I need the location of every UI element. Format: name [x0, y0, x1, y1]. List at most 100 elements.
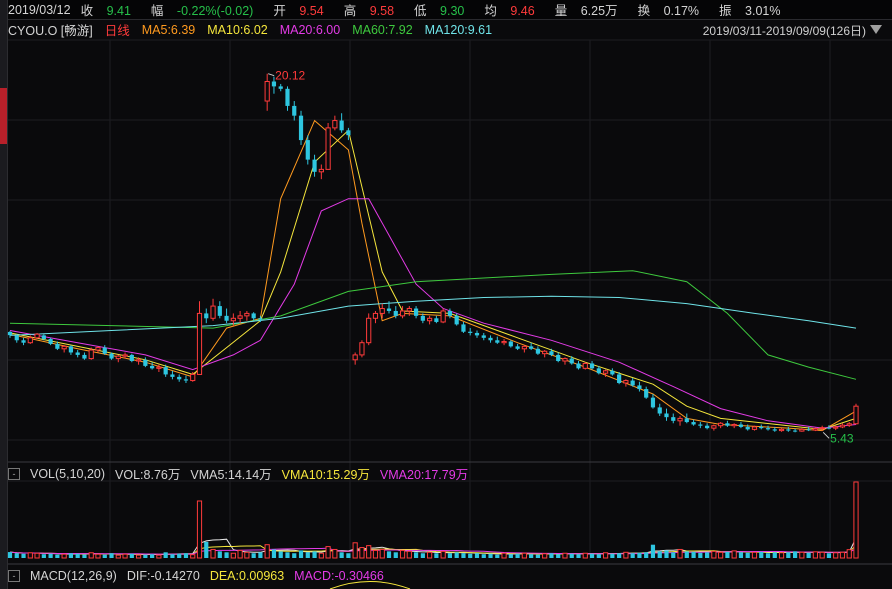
- volume-bar: [204, 541, 209, 558]
- candle-body: [339, 120, 344, 131]
- candle-body: [55, 343, 60, 349]
- candle: [312, 154, 317, 177]
- volume-bar: [190, 554, 196, 559]
- candle: [705, 423, 710, 430]
- close-label: 收: [80, 4, 94, 18]
- sidebar-active-tab[interactable]: [0, 88, 7, 144]
- candle-body: [346, 130, 351, 136]
- candle: [454, 313, 459, 326]
- candle-body: [427, 317, 433, 322]
- candle-body: [88, 349, 94, 360]
- amplitude-value: 3.01%: [745, 4, 781, 18]
- volume-bar: [711, 550, 717, 559]
- candle-body: [210, 305, 216, 319]
- volume-bar: [806, 552, 811, 558]
- candle: [542, 350, 548, 358]
- candle-body: [488, 337, 493, 341]
- volume-bar: [637, 552, 642, 558]
- candle: [27, 335, 33, 344]
- volume-bar: [644, 552, 649, 558]
- ma20-label: MA20:6.00: [279, 22, 341, 37]
- volume-bar: [21, 553, 26, 558]
- volume-bar: [359, 547, 365, 559]
- price-annotation: 20.12: [268, 69, 306, 83]
- candle: [589, 361, 595, 370]
- date-range-label: 2019/03/11-2019/09/09(126日): [702, 24, 866, 38]
- candle: [698, 422, 703, 429]
- volume-bar: [495, 554, 500, 558]
- candle-body: [251, 313, 256, 319]
- candle: [650, 393, 656, 409]
- turnover-value: 0.17%: [663, 4, 700, 18]
- grid-lines: [8, 39, 892, 565]
- volume-bar: [292, 553, 297, 558]
- candle: [393, 306, 398, 319]
- candle-body: [745, 426, 750, 430]
- candle: [258, 315, 263, 322]
- candle-body: [440, 310, 446, 323]
- range-dropdown-icon[interactable]: [870, 25, 882, 34]
- volume-bar: [671, 552, 676, 558]
- candle: [109, 352, 114, 360]
- volume-bar: [68, 553, 74, 558]
- candle-body: [413, 308, 419, 316]
- candle: [122, 352, 128, 359]
- candle-body: [27, 337, 33, 344]
- volume-bar: [14, 553, 19, 558]
- volume-bar: [427, 551, 433, 559]
- quote-turnover: 换 0.17%: [638, 0, 709, 19]
- candle-body: [535, 348, 541, 354]
- candle-body: [786, 429, 791, 431]
- volume-bar: [55, 554, 60, 558]
- volume-legend-bar: - VOL(5,10,20) VOL:8.76万 VMA5:14.14万 VMA…: [8, 464, 892, 483]
- volume-bar: [623, 551, 629, 559]
- amplitude-label: 振: [719, 4, 732, 18]
- volume-bar: [772, 552, 777, 558]
- left-sidebar[interactable]: [0, 0, 8, 589]
- candle-body: [244, 312, 250, 317]
- candle: [427, 315, 433, 325]
- volume-bar: [372, 549, 379, 559]
- candle: [495, 336, 500, 344]
- candle-body: [778, 428, 785, 432]
- volume-bar: [258, 552, 263, 558]
- volume-bar: [135, 554, 142, 559]
- volume-bar: [474, 553, 480, 558]
- candle: [379, 303, 385, 319]
- quote-bar: 2019/03/12 收 9.41 幅 -0.22%(-0.02) 开 9.54…: [8, 0, 892, 20]
- candle-body: [731, 423, 737, 427]
- candle: [170, 370, 175, 380]
- candle-body: [596, 368, 601, 374]
- candle: [366, 313, 372, 346]
- candle-body: [765, 428, 771, 430]
- candle: [617, 372, 622, 385]
- candle: [115, 354, 121, 363]
- candle-body: [515, 346, 520, 349]
- candle: [602, 369, 609, 377]
- candle: [488, 335, 493, 343]
- collapse-volume-icon[interactable]: -: [8, 467, 20, 480]
- candle-body: [285, 88, 290, 106]
- candle: [468, 328, 473, 336]
- candle-body: [617, 374, 622, 383]
- candle-body: [399, 310, 406, 317]
- period-label[interactable]: 日线: [104, 24, 130, 38]
- candle: [481, 332, 486, 341]
- volume-bar: [285, 552, 290, 558]
- volume-bar: [7, 552, 13, 558]
- collapse-macd-icon[interactable]: -: [8, 569, 20, 582]
- candle-body: [718, 422, 724, 427]
- candle: [82, 352, 87, 360]
- volume-bar: [826, 553, 832, 558]
- volume-bar: [765, 553, 771, 558]
- candle-body: [264, 81, 270, 102]
- candle-body: [792, 430, 798, 432]
- candle-body: [812, 428, 818, 431]
- candle-body: [379, 308, 385, 314]
- candle: [826, 425, 832, 430]
- volume-bar: [705, 552, 710, 558]
- candle-body: [508, 341, 513, 347]
- candle-body: [61, 345, 67, 350]
- quote-low: 低 9.30: [414, 0, 474, 19]
